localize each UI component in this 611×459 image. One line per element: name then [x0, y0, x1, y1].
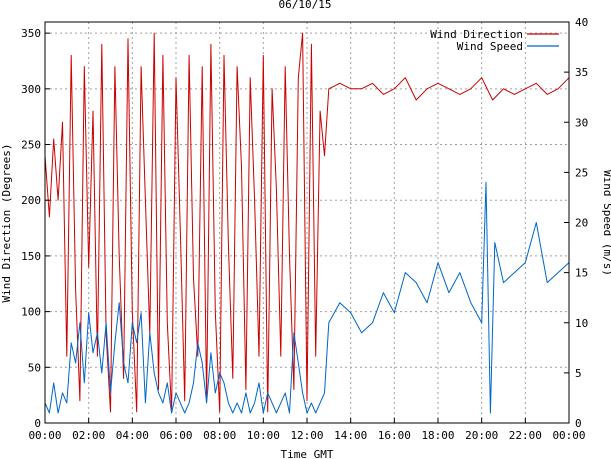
- x-tick-label: 14:00: [334, 429, 367, 442]
- chart-title: 06/10/15: [279, 0, 332, 11]
- left-tick-label: 0: [34, 417, 41, 430]
- x-axis-label: Time GMT: [281, 448, 334, 459]
- right-tick-label: 5: [575, 367, 582, 380]
- y-axis-label-right: Wind Speed (m/s): [601, 170, 611, 276]
- x-axis: 00:00 02:00 04:00 06:00 08:00 10:00 12:00 14:00…: [28, 418, 586, 442]
- left-tick-label: 100: [21, 306, 41, 319]
- left-tick-label: 200: [21, 194, 41, 207]
- left-axis: 0 50 100 150 200 250 300 350: [21, 27, 50, 430]
- x-tick-label: 04:00: [116, 429, 149, 442]
- left-tick-label: 50: [28, 361, 41, 374]
- series-layer: [44, 32, 570, 414]
- right-tick-label: 15: [575, 267, 588, 280]
- x-tick-label: 12:00: [290, 429, 323, 442]
- x-tick-label: 06:00: [159, 429, 192, 442]
- left-tick-label: 300: [21, 83, 41, 96]
- x-tick-label: 08:00: [203, 429, 236, 442]
- left-tick-label: 150: [21, 250, 41, 263]
- x-tick-label: 00:00: [28, 429, 61, 442]
- x-tick-label: 20:00: [465, 429, 498, 442]
- left-tick-label: 350: [21, 27, 41, 40]
- x-tick-label: 22:00: [509, 429, 542, 442]
- x-tick-label: 02:00: [72, 429, 105, 442]
- right-tick-label: 35: [575, 66, 588, 79]
- right-axis: 0 5 10 15 20 25 30 35 40: [564, 16, 588, 430]
- x-tick-label: 18:00: [421, 429, 454, 442]
- legend: Wind Direction Wind Speed: [430, 28, 559, 53]
- right-tick-label: 40: [575, 16, 588, 29]
- right-tick-label: 0: [575, 417, 582, 430]
- legend-label-wind-speed: Wind Speed: [457, 40, 523, 53]
- right-tick-label: 25: [575, 166, 588, 179]
- right-tick-label: 30: [575, 116, 588, 129]
- y-axis-label-left: Wind Direction (Degrees): [0, 144, 13, 303]
- right-tick-label: 10: [575, 317, 588, 330]
- series-line-wind-direction: [44, 32, 570, 413]
- x-tick-label: 16:00: [378, 429, 411, 442]
- series-line-wind-speed: [44, 181, 570, 414]
- left-tick-label: 250: [21, 139, 41, 152]
- legend-label-wind-direction: Wind Direction: [430, 28, 523, 41]
- x-tick-label: 10:00: [247, 429, 280, 442]
- x-tick-label: 00:00: [552, 429, 585, 442]
- right-tick-label: 20: [575, 217, 588, 230]
